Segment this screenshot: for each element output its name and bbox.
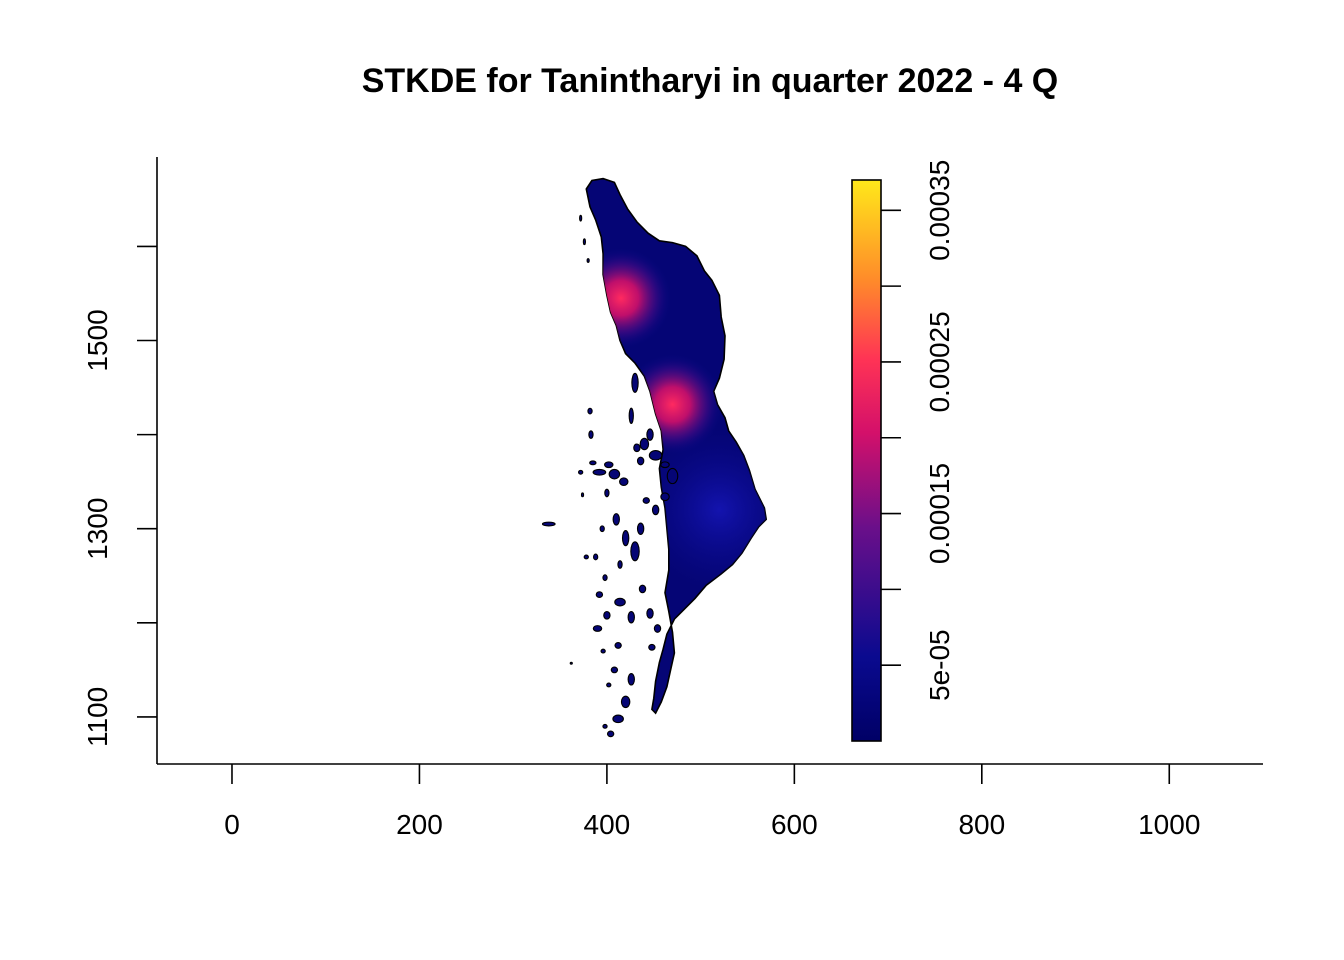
island (595, 591, 604, 599)
island (592, 625, 603, 632)
island (578, 469, 584, 475)
island (620, 695, 631, 709)
island (633, 443, 641, 453)
island (614, 642, 622, 649)
island (660, 492, 670, 502)
island (648, 450, 663, 461)
island (606, 682, 612, 688)
chart-title: STKDE for Tanintharyi in quarter 2022 - … (362, 62, 1059, 100)
island (630, 541, 640, 562)
colorbar-tick-label: 5e-05 (924, 629, 955, 701)
island (614, 597, 626, 607)
island (569, 661, 573, 665)
island (587, 407, 593, 415)
island (606, 730, 615, 738)
island (648, 643, 656, 651)
x-tick-label: 1000 (1138, 809, 1200, 840)
x-tick-label: 200 (396, 809, 443, 840)
island (608, 468, 621, 480)
island (602, 723, 608, 729)
island (639, 437, 650, 451)
island (604, 461, 614, 469)
y-tick-label: 1300 (82, 498, 113, 560)
island (627, 610, 635, 624)
island (582, 238, 587, 246)
island (619, 477, 629, 487)
island (541, 521, 556, 527)
island (589, 460, 597, 466)
island (603, 610, 611, 620)
x-axis: 0 200 400 600 800 1000 (157, 763, 1263, 840)
colorbar-tick-label: 0.00025 (924, 311, 955, 412)
island (579, 214, 583, 222)
island (627, 673, 635, 686)
island (646, 608, 654, 619)
y-tick-label: 1100 (82, 687, 113, 747)
island (642, 497, 650, 504)
island (600, 648, 606, 654)
island (593, 553, 599, 561)
x-tick-label: 0 (224, 809, 240, 840)
island (617, 560, 623, 569)
island (604, 488, 610, 498)
island (583, 554, 589, 560)
colorbar-legend: 5e-05 0.00015 0.00025 0.00035 (851, 160, 955, 742)
island (666, 467, 679, 485)
island (646, 428, 654, 441)
x-tick-label: 600 (771, 809, 818, 840)
x-tick-label: 400 (584, 809, 631, 840)
island (653, 624, 662, 633)
island (612, 714, 624, 724)
colorbar (851, 179, 882, 742)
island (599, 525, 605, 533)
island (588, 430, 594, 439)
island (660, 461, 670, 469)
density-map (541, 177, 768, 738)
colorbar-tick-label: 0.00035 (924, 160, 955, 261)
island (586, 258, 590, 263)
island (612, 513, 620, 526)
island (602, 574, 608, 582)
island (592, 468, 607, 476)
island (621, 529, 630, 547)
y-tick-label: 1500 (82, 309, 113, 371)
x-tick-label: 800 (958, 809, 1005, 840)
island (636, 522, 645, 535)
island (580, 492, 585, 498)
density-hotspot (586, 248, 671, 349)
island (636, 456, 645, 466)
colorbar-tick-label: 0.00015 (924, 463, 955, 564)
island (610, 666, 619, 674)
y-axis: 1100 1300 1500 (82, 157, 158, 764)
island (638, 584, 647, 594)
island (651, 504, 660, 516)
island (628, 407, 634, 424)
density-hotspot (639, 429, 767, 590)
island (631, 372, 639, 393)
